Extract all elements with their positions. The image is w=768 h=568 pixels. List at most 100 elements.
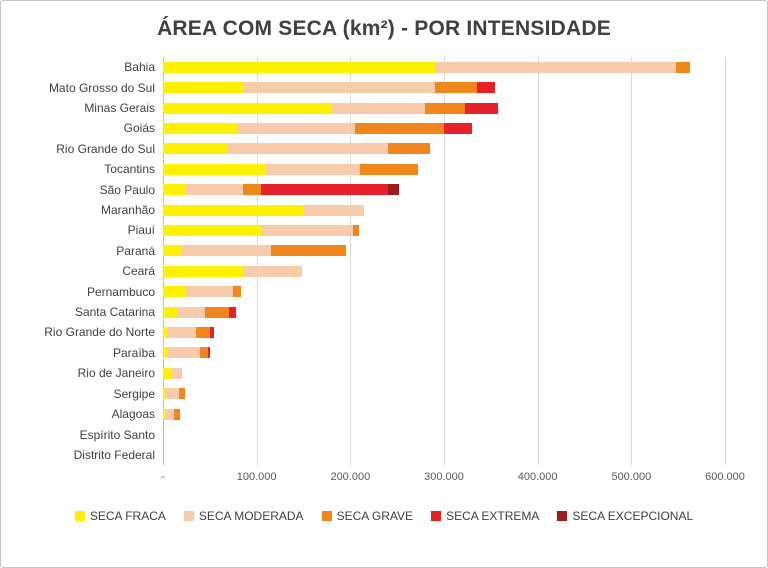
category-label: Sergipe xyxy=(113,386,155,401)
x-tick-label: 100.000 xyxy=(236,471,277,483)
legend-swatch xyxy=(74,511,85,521)
bar-track xyxy=(163,265,725,277)
bar-segment xyxy=(443,122,473,134)
bar-segment xyxy=(676,61,691,73)
bar-segment xyxy=(163,102,332,114)
bar-segment xyxy=(266,163,360,175)
chart-row: Mato Grosso do Sul xyxy=(13,77,725,97)
bar-segment xyxy=(174,408,180,420)
bar-segment xyxy=(164,388,179,400)
chart-row: Piauí xyxy=(13,220,725,240)
legend: SECA FRACA SECA MODERADA SECA GRAVE SECA EX… xyxy=(1,509,767,523)
bar-segment xyxy=(163,245,182,257)
chart-row: Rio Grande do Sul xyxy=(13,139,725,159)
x-tick-label: 400.000 xyxy=(517,471,558,483)
bar-segment xyxy=(186,286,234,298)
category-label: Tocantins xyxy=(104,162,155,177)
category-label: Maranhão xyxy=(100,203,155,218)
bar-segment xyxy=(261,184,388,196)
category-label: Mato Grosso do Sul xyxy=(48,80,155,95)
chart-row: São Paulo xyxy=(13,179,725,199)
category-label: Paraná xyxy=(116,243,155,258)
category-label: Rio de Janeiro xyxy=(77,366,155,381)
bar-segment xyxy=(178,388,186,400)
category-label: Rio Grande do Norte xyxy=(44,325,155,340)
gridline xyxy=(725,57,726,465)
bar-track xyxy=(163,306,725,318)
legend-label: SECA GRAVE xyxy=(336,509,414,523)
bar-segment xyxy=(434,61,677,73)
bar-track xyxy=(163,286,725,298)
bar-track xyxy=(163,143,725,155)
bar-segment xyxy=(163,204,304,216)
bar-track xyxy=(163,224,725,236)
bar-segment xyxy=(261,224,354,236)
bar-segment xyxy=(207,347,210,359)
category-label: Distrito Federal xyxy=(73,447,155,462)
bar-segment xyxy=(353,224,359,236)
chart-row: Sergipe xyxy=(13,384,725,404)
chart-row: Santa Catarina xyxy=(13,302,725,322)
chart-row: Pernambuco xyxy=(13,281,725,301)
bar-segment xyxy=(163,82,243,94)
gridline xyxy=(537,57,539,465)
x-tick-label: 500.000 xyxy=(611,471,652,483)
legend-item: SECA EXTREMA xyxy=(431,509,539,523)
category-label: Bahia xyxy=(124,60,155,75)
bar-segment xyxy=(163,184,187,196)
bar-segment xyxy=(181,245,271,257)
bar-track xyxy=(163,429,725,440)
bar-segment xyxy=(163,408,165,420)
bar-segment xyxy=(163,224,262,236)
x-tick-label: 600.000 xyxy=(705,471,745,483)
x-tick-label: 300.000 xyxy=(424,471,464,483)
chart-row: Rio Grande do Norte xyxy=(13,322,725,342)
gridline xyxy=(444,57,445,465)
plot-area: Bahia Mato Grosso do Sul Minas Gerais Goiás… xyxy=(13,57,726,465)
bar-track xyxy=(163,102,725,114)
bar-segment xyxy=(163,122,238,134)
y-axis-line xyxy=(163,57,164,465)
legend-label: SECA MODERADA xyxy=(198,509,304,523)
legend-swatch xyxy=(557,511,568,521)
chart-row: Paraná xyxy=(13,241,725,261)
category-label: Pernambuco xyxy=(86,284,155,299)
bar-segment xyxy=(233,286,241,298)
bar-track xyxy=(163,204,725,216)
bar-segment xyxy=(242,184,262,196)
category-label: Paraíba xyxy=(112,345,155,360)
legend-item: SECA MODERADA xyxy=(183,509,304,523)
bar-segment xyxy=(163,326,168,338)
x-axis: - 100.000 200.000 300.000 400.000 500.000 600.… xyxy=(161,471,745,487)
bar-segment xyxy=(163,143,227,155)
legend-label: SECA EXCEPCIONAL xyxy=(572,509,694,523)
bar-track xyxy=(163,388,725,400)
bar-segment xyxy=(359,163,418,175)
chart-row: Paraíba xyxy=(13,343,725,363)
x-tick-label: - xyxy=(161,471,165,483)
bar-segment xyxy=(464,102,499,114)
gridline xyxy=(350,57,352,465)
bar-segment xyxy=(163,61,435,73)
bar-track xyxy=(163,326,725,338)
gridline xyxy=(256,57,258,465)
bar-segment xyxy=(425,102,465,114)
legend-item: SECA GRAVE xyxy=(321,509,414,523)
bar-segment xyxy=(237,122,355,134)
bar-segment xyxy=(167,326,196,338)
bar-track xyxy=(163,184,725,196)
bar-segment xyxy=(209,326,215,338)
bar-segment xyxy=(163,286,187,298)
bar-segment xyxy=(387,184,399,196)
bar-segment xyxy=(163,306,178,318)
bar-segment xyxy=(186,184,243,196)
chart-row: Ceará xyxy=(13,261,725,281)
bar-segment xyxy=(242,265,302,277)
bar-segment xyxy=(270,245,346,257)
bar-segment xyxy=(476,82,496,94)
bar-track xyxy=(163,449,725,460)
bar-segment xyxy=(177,306,206,318)
bar-segment xyxy=(163,163,267,175)
bar-segment xyxy=(167,347,201,359)
